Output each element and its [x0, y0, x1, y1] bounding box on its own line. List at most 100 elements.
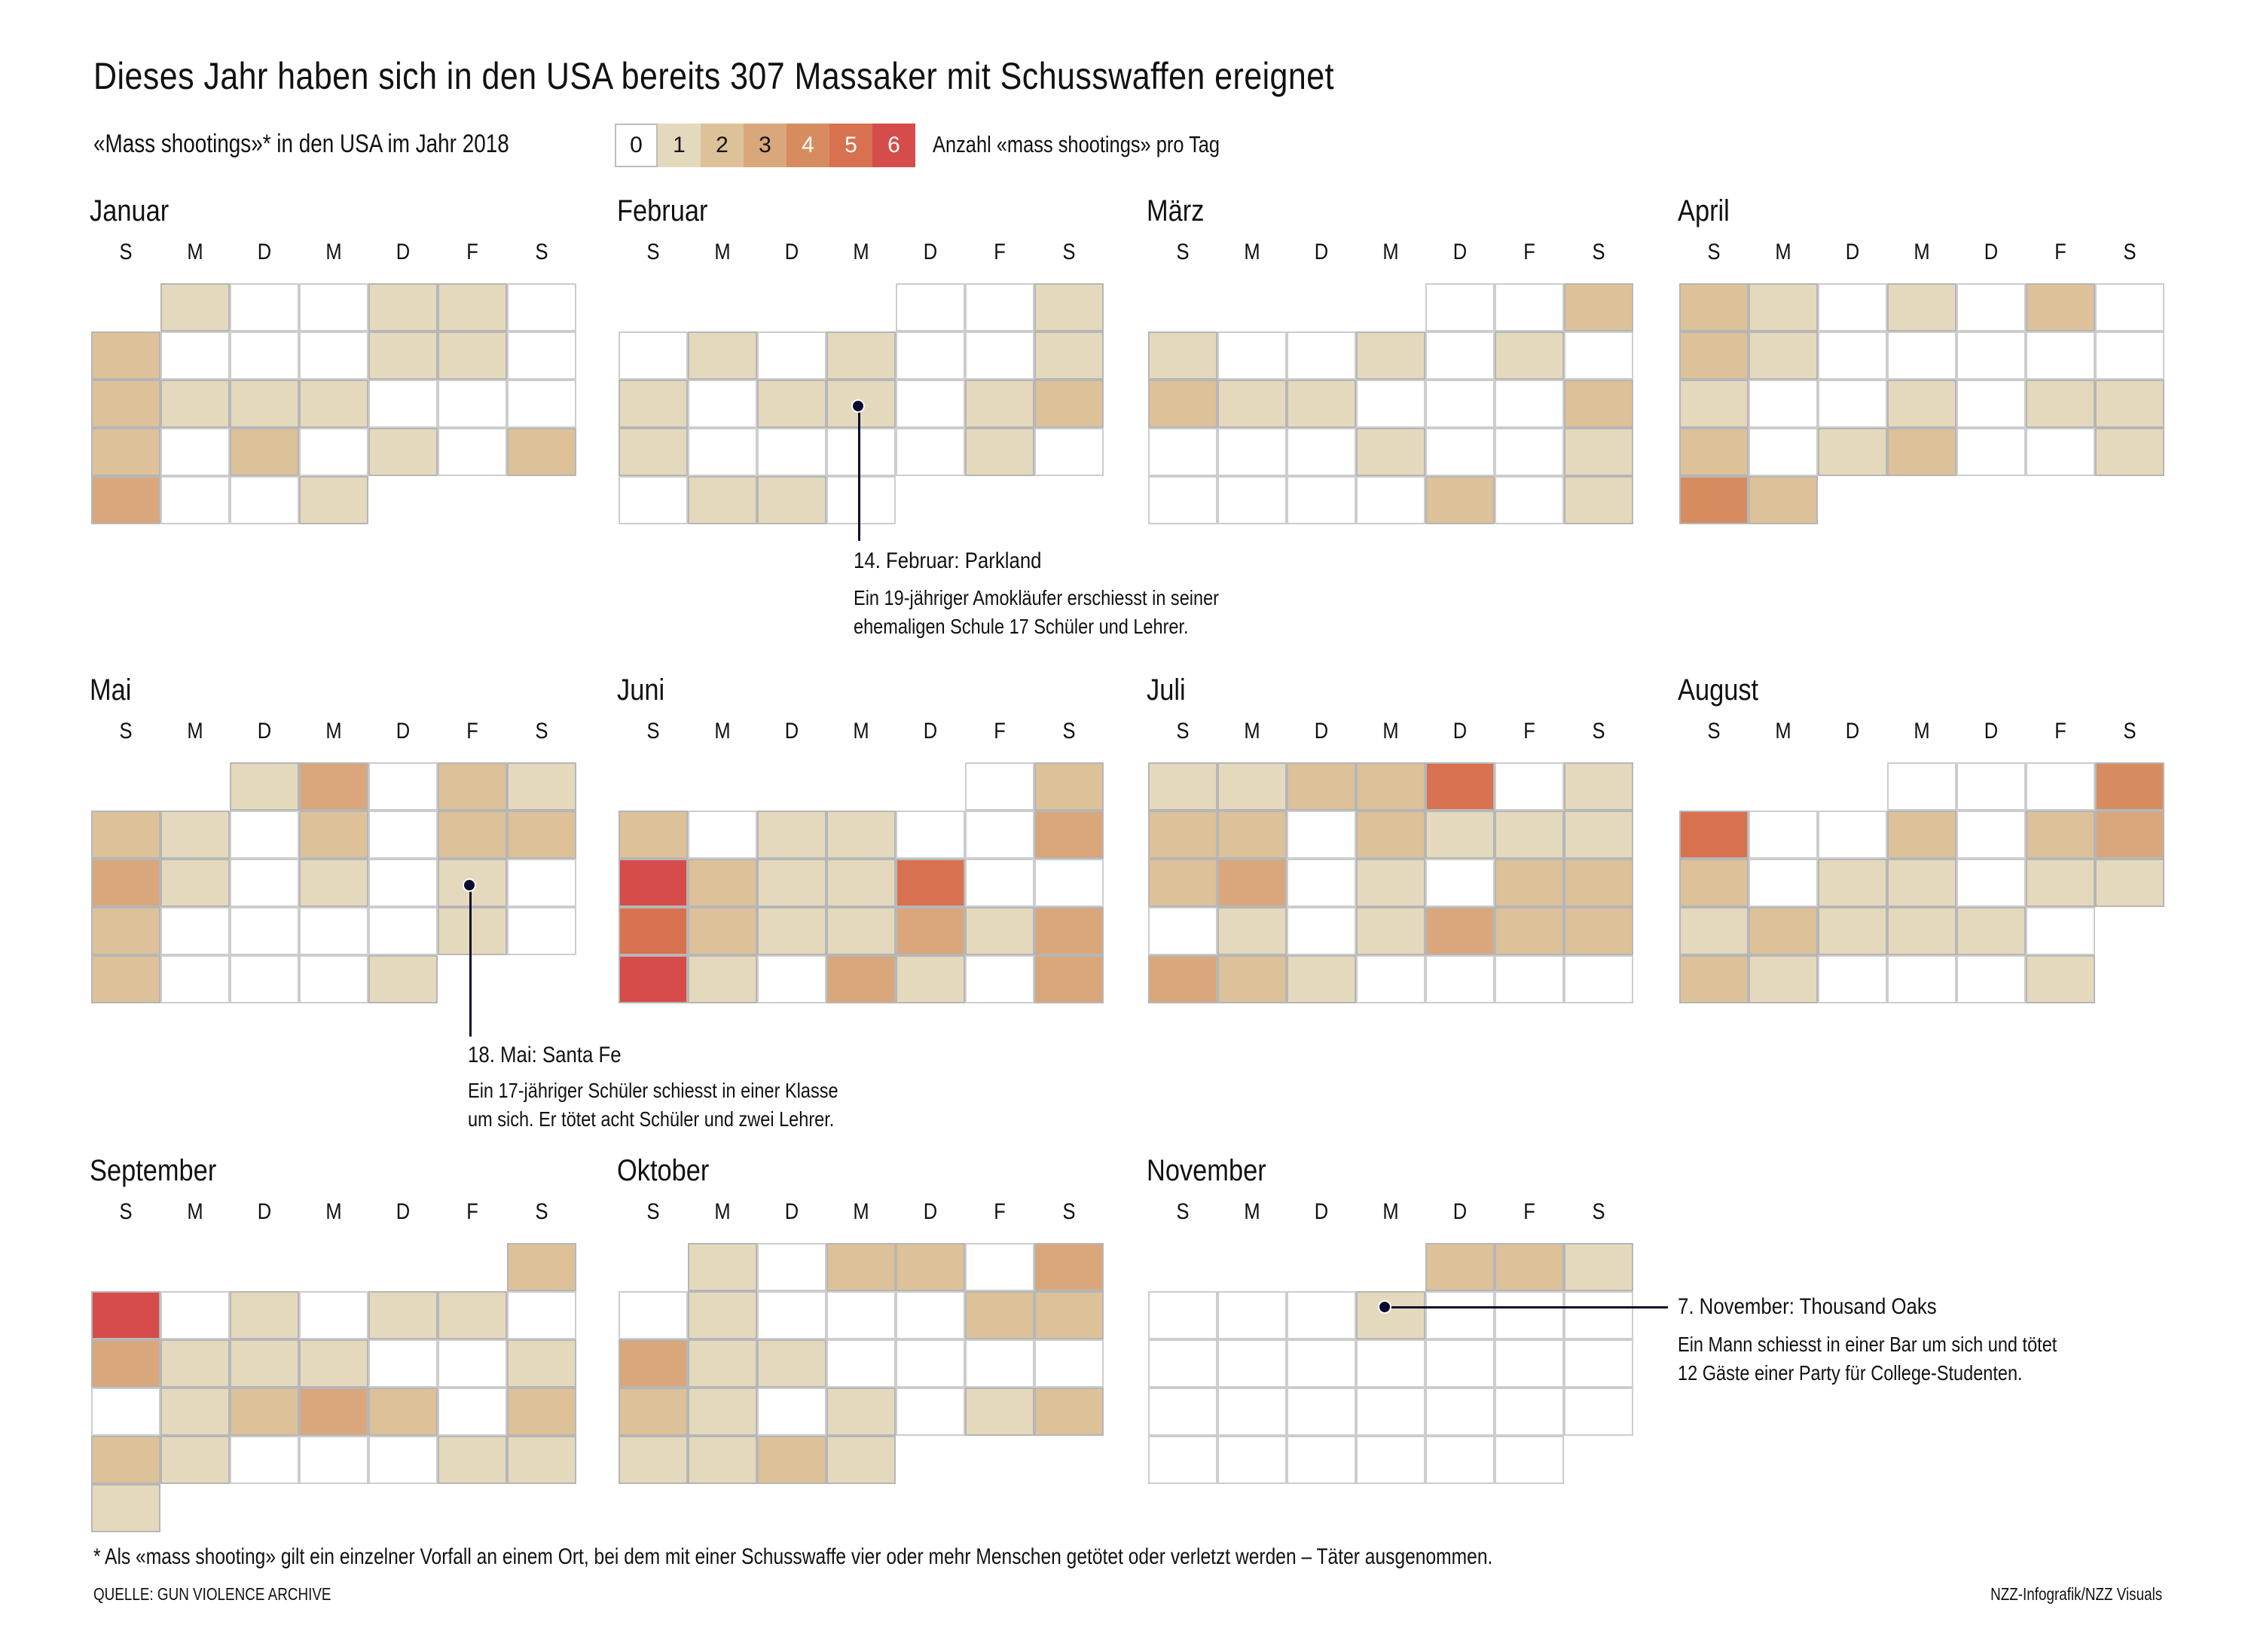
- day-cell: [1564, 1243, 1633, 1291]
- day-cell: [368, 1436, 438, 1484]
- day-cell: [1495, 1388, 1564, 1436]
- weekday-label: M: [853, 719, 869, 744]
- day-cell: [619, 1388, 688, 1436]
- day-cell: [1956, 428, 2026, 476]
- day-cell: [507, 1388, 576, 1436]
- day-cell: [368, 955, 438, 1003]
- day-cell: [368, 331, 438, 380]
- day-cell: [368, 1339, 438, 1388]
- day-cell: [1818, 907, 1887, 955]
- day-cell: [1679, 283, 1749, 331]
- day-cell: [1425, 1436, 1495, 1484]
- weekday-label: M: [1775, 719, 1791, 744]
- weekday-label: M: [187, 240, 203, 264]
- day-cell: [896, 331, 965, 380]
- day-cell: [368, 1291, 438, 1339]
- day-cell: [2026, 859, 2095, 907]
- day-cell: [1564, 1388, 1633, 1436]
- weekday-label: F: [2054, 719, 2066, 744]
- weekday-label: D: [1452, 1199, 1468, 1224]
- day-cell: [1287, 1388, 1356, 1436]
- day-cell: [1564, 859, 1633, 907]
- publisher-credit: NZZ-Infografik/NZZ Visuals: [1990, 1584, 2162, 1604]
- month-title-juli: Juli: [1147, 673, 1186, 707]
- day-cell: [1956, 331, 2026, 380]
- day-cell: [688, 380, 757, 428]
- day-cell: [1034, 811, 1104, 859]
- day-cell: [826, 331, 896, 380]
- day-cell: [299, 811, 368, 859]
- day-cell: [368, 380, 438, 428]
- weekday-label: M: [1382, 240, 1399, 264]
- day-cell: [91, 1436, 160, 1484]
- day-cell: [1679, 811, 1749, 859]
- day-cell: [368, 283, 438, 331]
- weekday-label: S: [646, 719, 660, 744]
- day-cell: [1818, 955, 1887, 1003]
- day-cell: [1425, 1291, 1495, 1339]
- weekday-label: S: [535, 240, 548, 264]
- weekday-label: F: [994, 240, 1006, 264]
- day-cell: [160, 1388, 230, 1436]
- day-cell: [1956, 859, 2026, 907]
- day-cell: [507, 1243, 576, 1291]
- weekday-label: F: [994, 1199, 1006, 1224]
- day-cell: [1356, 1436, 1425, 1484]
- weekday-label: S: [1592, 240, 1605, 264]
- weekday-label: D: [1984, 719, 1999, 744]
- day-cell: [896, 1388, 965, 1436]
- day-cell: [1425, 331, 1495, 380]
- weekday-label: M: [1382, 719, 1399, 744]
- day-cell: [299, 476, 368, 524]
- day-cell: [299, 428, 368, 476]
- day-cell: [1034, 428, 1104, 476]
- weekday-label: M: [853, 240, 869, 264]
- day-cell: [438, 1436, 507, 1484]
- day-cell: [896, 283, 965, 331]
- day-cell: [1425, 1339, 1495, 1388]
- weekday-label: M: [1244, 240, 1260, 264]
- day-cell: [1564, 762, 1633, 811]
- day-cell: [507, 283, 576, 331]
- footnote: * Als «mass shooting» gilt ein einzelner…: [93, 1544, 1493, 1569]
- day-cell: [230, 380, 299, 428]
- day-cell: [368, 907, 438, 955]
- weekday-label: D: [396, 719, 411, 744]
- day-cell: [1148, 762, 1217, 811]
- weekday-label: S: [2123, 240, 2137, 264]
- day-cell: [1495, 955, 1564, 1003]
- weekday-label: S: [119, 719, 133, 744]
- legend-swatch-4: 4: [787, 124, 829, 167]
- day-cell: [1749, 283, 1818, 331]
- day-cell: [160, 331, 230, 380]
- day-cell: [1217, 1291, 1287, 1339]
- weekday-label: S: [1707, 240, 1721, 264]
- day-cell: [1034, 331, 1104, 380]
- weekday-label: S: [535, 1199, 548, 1224]
- day-cell: [619, 1291, 688, 1339]
- day-cell: [1818, 859, 1887, 907]
- day-cell: [688, 1388, 757, 1436]
- day-cell: [1887, 331, 1956, 380]
- month-title-märz: März: [1147, 194, 1205, 227]
- day-cell: [619, 380, 688, 428]
- legend-value-4: 4: [802, 133, 814, 157]
- day-cell: [1956, 380, 2026, 428]
- day-cell: [299, 380, 368, 428]
- legend-swatch-3: 3: [744, 124, 787, 167]
- legend-swatch-0: 0: [615, 124, 658, 167]
- day-cell: [2095, 380, 2164, 428]
- day-cell: [1217, 380, 1287, 428]
- day-cell: [826, 1291, 896, 1339]
- month-title-september: September: [90, 1154, 217, 1187]
- day-cell: [1356, 331, 1425, 380]
- annotation-text-parkland-2: ehemaligen Schule 17 Schüler und Lehrer.: [854, 615, 1189, 638]
- day-cell: [1034, 955, 1104, 1003]
- day-cell: [91, 811, 160, 859]
- weekday-label: M: [325, 240, 342, 264]
- day-cell: [1564, 907, 1633, 955]
- day-cell: [1217, 1436, 1287, 1484]
- day-cell: [1749, 859, 1818, 907]
- month-title-november: November: [1147, 1154, 1266, 1187]
- day-cell: [1217, 1388, 1287, 1436]
